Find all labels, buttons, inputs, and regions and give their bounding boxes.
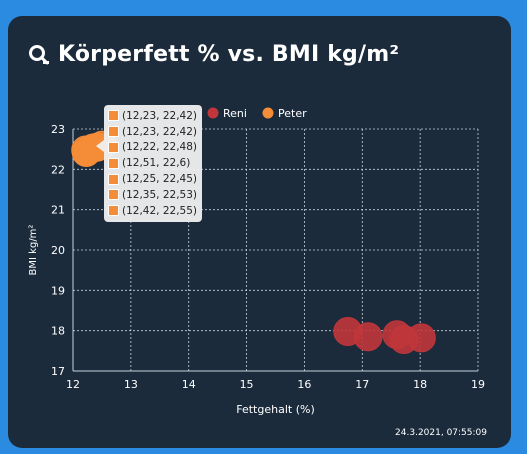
tooltip-swatch <box>108 173 119 185</box>
y-axis-label: BMI kg/m² <box>28 225 39 276</box>
tooltip-row: (12,25, 22,45) <box>108 171 198 187</box>
y-tick-label: 17 <box>51 365 65 378</box>
tooltip-value: (12,42, 22,55) <box>122 204 197 217</box>
x-tick-label: 14 <box>182 378 196 391</box>
tooltip-row: (12,23, 22,42) <box>108 124 198 140</box>
tooltip-swatch <box>108 110 119 122</box>
x-axis-label: Fettgehalt (%) <box>236 403 314 416</box>
tooltip-pointer <box>96 140 104 152</box>
data-point <box>353 322 383 352</box>
tooltip-value: (12,25, 22,45) <box>122 173 197 186</box>
tooltip-row: (12,23, 22,42) <box>108 108 198 124</box>
tooltip-value: (12,51, 22,6) <box>122 157 191 170</box>
y-tick-label: 23 <box>51 123 65 136</box>
tooltip-swatch <box>108 205 119 217</box>
x-tick-label: 19 <box>471 378 485 391</box>
data-point <box>406 323 436 353</box>
tooltip-swatch <box>108 189 119 201</box>
x-tick-label: 17 <box>355 378 369 391</box>
y-tick-label: 19 <box>51 284 65 297</box>
x-tick-label: 13 <box>124 378 138 391</box>
tooltip-value: (12,23, 22,42) <box>122 125 197 138</box>
tooltip-swatch <box>108 157 119 169</box>
x-tick-label: 18 <box>413 378 427 391</box>
data-tooltip: (12,23, 22,42) (12,23, 22,42) (12,22, 22,4… <box>104 105 202 222</box>
x-tick-label: 15 <box>240 378 254 391</box>
tooltip-row: (12,51, 22,6) <box>108 155 198 171</box>
legend-marker <box>262 107 274 119</box>
tooltip-row: (12,22, 22,48) <box>108 140 198 156</box>
timestamp: 24.3.2021, 07:55:09 <box>395 428 487 438</box>
legend-label: Reni <box>223 107 247 120</box>
y-tick-label: 22 <box>51 163 65 176</box>
chart-card: Körperfett % vs. BMI kg/m² 12 13 14 15 16 17 1… <box>8 16 511 448</box>
y-tick-label: 18 <box>51 325 65 338</box>
tooltip-value: (12,35, 22,53) <box>122 188 197 201</box>
scatter-chart: 12 13 14 15 16 17 18 19 17 18 19 20 21 22 23 Fettgehalt… <box>28 107 485 416</box>
y-tick-label: 20 <box>51 244 65 257</box>
legend-label: Peter <box>278 107 307 120</box>
legend-marker <box>207 107 219 119</box>
tooltip-swatch <box>108 141 119 153</box>
card-title: Körperfett % vs. BMI kg/m² <box>58 42 400 67</box>
x-tick-label: 12 <box>66 378 80 391</box>
tooltip-row: (12,42, 22,55) <box>108 203 198 219</box>
tooltip-value: (12,23, 22,42) <box>122 109 197 122</box>
card-header: Körperfett % vs. BMI kg/m² <box>28 42 399 67</box>
tooltip-swatch <box>108 126 119 138</box>
tooltip-value: (12,22, 22,48) <box>122 141 197 154</box>
tooltip-row: (12,35, 22,53) <box>108 187 198 203</box>
y-tick-label: 21 <box>51 204 65 217</box>
search-chart-icon <box>29 44 49 64</box>
x-tick-label: 16 <box>297 378 311 391</box>
